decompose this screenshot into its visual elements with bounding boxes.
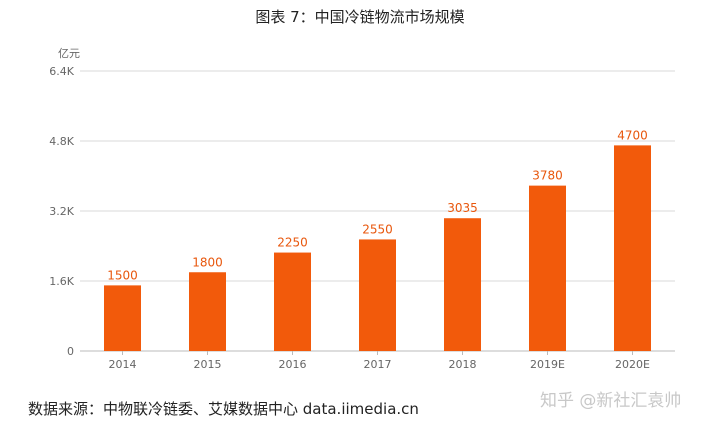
data-label: 2250 xyxy=(277,236,308,250)
y-tick-label: 1.6K xyxy=(49,275,74,288)
x-tick-label: 2017 xyxy=(364,358,392,371)
bar xyxy=(189,272,226,351)
x-tick-label: 2018 xyxy=(449,358,477,371)
x-tick-label: 2016 xyxy=(279,358,307,371)
bar xyxy=(104,285,141,351)
bar xyxy=(359,239,396,351)
y-axis-label: 亿元 xyxy=(58,47,80,60)
source-note: 数据来源：中物联冷链委、艾媒数据中心 data.iimedia.cn xyxy=(28,400,419,418)
x-tick-label: 2014 xyxy=(109,358,137,371)
bar xyxy=(274,252,311,351)
data-label: 3035 xyxy=(447,201,478,215)
data-label: 4700 xyxy=(617,128,648,142)
y-tick-label: 3.2K xyxy=(49,205,74,218)
watermark: 知乎 @新社汇袁帅 xyxy=(540,391,682,411)
data-label: 3780 xyxy=(532,169,563,183)
y-tick-label: 6.4K xyxy=(49,65,74,78)
data-label: 1800 xyxy=(192,255,223,269)
x-tick-label: 2015 xyxy=(194,358,222,371)
y-tick-label: 0 xyxy=(67,345,74,358)
bar xyxy=(444,218,481,351)
chart-title: 图表 7：中国冷链物流市场规模 xyxy=(255,8,465,26)
x-tick-label: 2019E xyxy=(530,358,565,371)
data-label: 2550 xyxy=(362,222,393,236)
y-tick-label: 4.8K xyxy=(49,135,74,148)
x-tick-label: 2020E xyxy=(615,358,650,371)
bar xyxy=(614,145,651,351)
bar xyxy=(529,185,566,351)
data-label: 1500 xyxy=(107,268,138,282)
